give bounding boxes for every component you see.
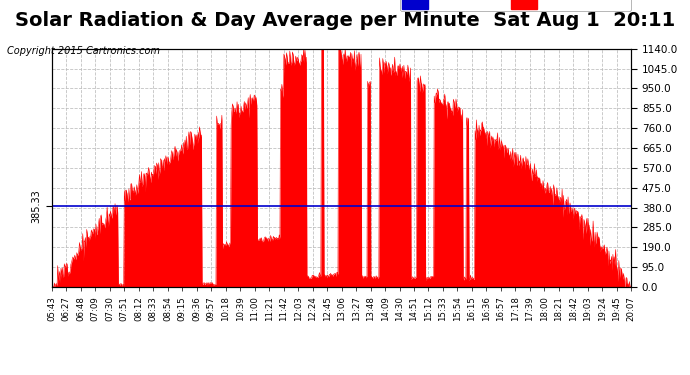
Text: Copyright 2015 Cartronics.com: Copyright 2015 Cartronics.com xyxy=(7,46,160,56)
Legend: Median (w/m2), Radiation (w/m2): Median (w/m2), Radiation (w/m2) xyxy=(400,0,631,11)
Text: Solar Radiation & Day Average per Minute  Sat Aug 1  20:11: Solar Radiation & Day Average per Minute… xyxy=(15,11,675,30)
